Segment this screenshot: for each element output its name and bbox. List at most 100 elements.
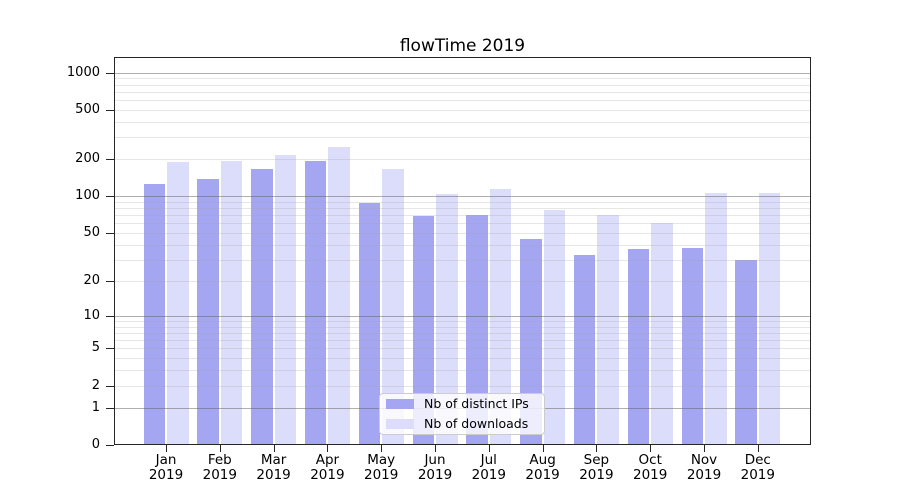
x-tick-mark-jan: [166, 445, 167, 452]
gridline-minor-2: [115, 385, 811, 387]
y-tick-mark-5: [106, 348, 114, 350]
gridline-minor-300: [115, 137, 811, 139]
bar-distinct-ips-feb: [197, 178, 219, 445]
x-tick-label-year: 2019: [579, 467, 614, 483]
bar-distinct-ips-nov: [681, 247, 703, 445]
y-tick-mark-50: [106, 233, 114, 235]
x-tick-label-month: Mar: [260, 452, 287, 468]
x-tick-label-month: Jan: [155, 452, 177, 468]
x-tick-label-month: Feb: [207, 452, 232, 468]
x-tick-mark-feb: [219, 445, 221, 452]
x-tick-label-month: Jul: [480, 452, 497, 468]
x-tick-label-month: Dec: [744, 452, 771, 468]
gridline-minor-30: [115, 259, 811, 261]
x-tick-label-year: 2019: [525, 467, 560, 483]
gridline-minor-500: [115, 110, 811, 111]
y-tick-label-50: 50: [83, 225, 100, 241]
y-tick-mark-1000: [106, 72, 114, 74]
x-tick-mark-apr: [327, 445, 329, 452]
x-tick-label-month: Nov: [690, 452, 718, 468]
y-tick-mark-20: [106, 280, 114, 282]
bar-distinct-ips-mar: [251, 168, 273, 445]
gridline-minor-6: [115, 340, 811, 342]
bar-downloads-dec: [758, 193, 781, 445]
gridline-major-10: [115, 315, 811, 317]
gridline-minor-50: [115, 233, 811, 235]
x-tick-label-feb: Feb 2019: [192, 453, 248, 483]
bar-distinct-ips-apr: [304, 161, 327, 445]
legend: Nb of distinct IPs Nb of downloads: [379, 393, 545, 435]
x-tick-label-month: Aug: [529, 452, 556, 468]
x-tick-label-mar: Mar 2019: [246, 453, 302, 483]
gridline-minor-900: [115, 78, 811, 80]
bar-distinct-ips-jul: [466, 214, 488, 445]
x-tick-label-jan: Jan 2019: [138, 453, 194, 483]
x-tick-mark-nov: [704, 445, 705, 452]
legend-swatch-distinct-ips: [386, 399, 414, 410]
legend-label-downloads: Nb of downloads: [424, 415, 529, 431]
x-tick-label-year: 2019: [471, 467, 506, 483]
y-tick-label-0: 0: [91, 437, 100, 452]
x-tick-mark-jun: [435, 445, 436, 452]
chart-title: flowTime 2019: [399, 36, 526, 56]
gridline-minor-5: [115, 348, 811, 350]
x-tick-label-jul: Jul 2019: [461, 453, 517, 483]
bar-distinct-ips-oct: [627, 248, 650, 445]
legend-label-distinct-ips: Nb of distinct IPs: [424, 396, 529, 412]
gridline-minor-600: [115, 100, 811, 102]
x-tick-label-year: 2019: [417, 467, 453, 483]
bar-downloads-jul: [489, 188, 512, 445]
x-tick-label-month: Apr: [315, 452, 340, 468]
y-tick-mark-0: [106, 445, 114, 446]
x-tick-label-month: Oct: [638, 452, 662, 468]
x-tick-label-year: 2019: [686, 467, 722, 483]
bar-downloads-sep: [597, 215, 619, 445]
gridline-minor-60: [115, 223, 811, 225]
legend-item-downloads: Nb of downloads: [380, 415, 544, 433]
x-tick-label-aug: Aug 2019: [515, 453, 571, 483]
x-tick-label-jun: Jun 2019: [407, 453, 463, 483]
x-tick-label-sep: Sep 2019: [568, 453, 624, 483]
gridline-minor-8: [115, 326, 811, 328]
x-tick-mark-mar: [273, 445, 275, 452]
x-tick-label-oct: Oct 2019: [622, 453, 678, 483]
bar-distinct-ips-jan: [143, 183, 165, 445]
y-tick-label-500: 500: [75, 102, 100, 117]
gridline-minor-800: [115, 84, 811, 86]
x-tick-label-year: 2019: [310, 467, 345, 483]
x-tick-mark-aug: [542, 445, 544, 452]
bar-downloads-aug: [543, 210, 566, 445]
gridline-minor-9: [115, 320, 811, 322]
x-tick-label-month: May: [367, 452, 396, 468]
x-tick-label-year: 2019: [364, 467, 399, 483]
gridline-minor-80: [115, 208, 811, 210]
bar-downloads-feb: [220, 161, 243, 445]
y-tick-label-200: 200: [75, 151, 100, 167]
x-tick-mark-oct: [650, 445, 652, 452]
gridline-minor-40: [115, 244, 811, 246]
bar-downloads-nov: [705, 192, 727, 445]
legend-swatch-downloads: [386, 418, 414, 429]
x-tick-mark-dec: [757, 445, 759, 452]
gridline-minor-3: [115, 370, 811, 372]
x-tick-label-dec: Dec 2019: [730, 453, 786, 483]
x-tick-label-may: May 2019: [353, 453, 409, 483]
x-tick-mark-jul: [488, 445, 490, 452]
x-tick-label-year: 2019: [202, 467, 237, 483]
x-tick-label-year: 2019: [740, 467, 775, 483]
gridline-minor-7: [115, 332, 811, 334]
y-tick-label-2: 2: [91, 377, 100, 393]
gridline-minor-20: [115, 280, 811, 282]
y-tick-mark-10: [106, 315, 114, 317]
gridline-major-1000: [115, 72, 811, 74]
bar-distinct-ips-sep: [573, 254, 596, 445]
y-tick-label-20: 20: [83, 272, 100, 288]
y-tick-mark-2: [106, 385, 114, 387]
y-tick-label-1: 1: [91, 399, 100, 415]
y-tick-mark-200: [106, 159, 114, 161]
x-tick-label-month: Sep: [583, 452, 610, 468]
bar-downloads-may: [382, 169, 404, 445]
bar-distinct-ips-may: [358, 203, 381, 445]
bar-distinct-ips-jun: [412, 216, 434, 445]
